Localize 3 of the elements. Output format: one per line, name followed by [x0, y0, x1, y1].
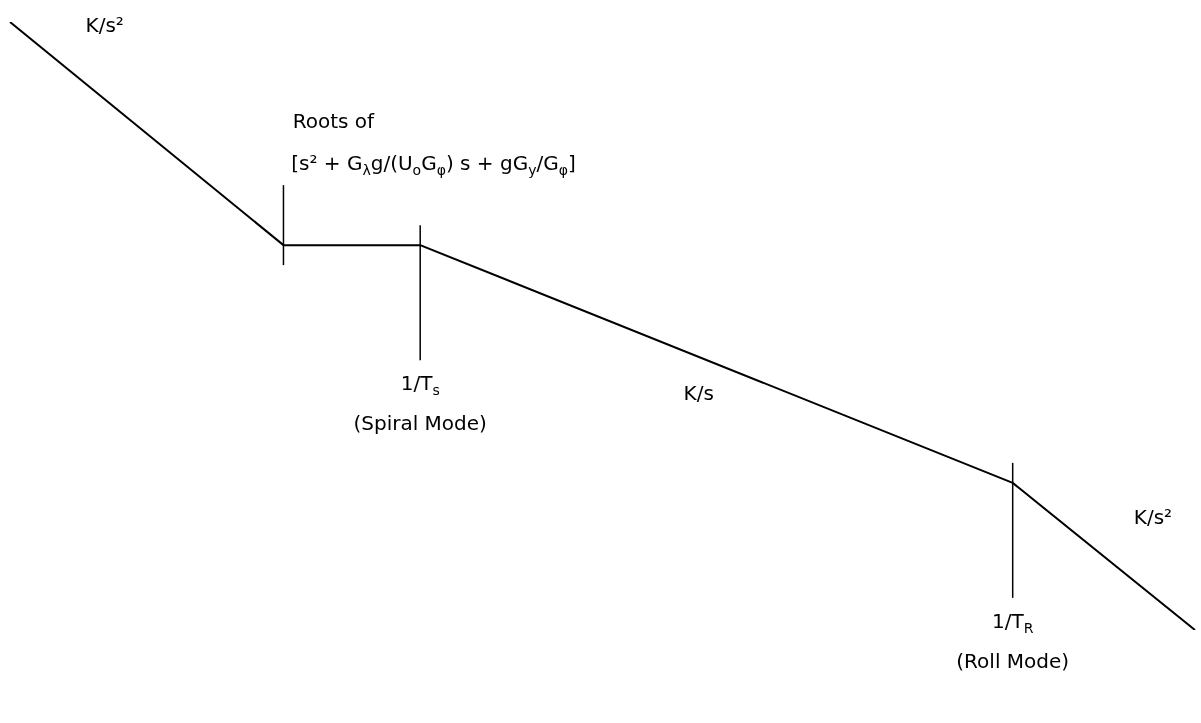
annotation: K/s — [683, 381, 714, 406]
annotation: K/s² — [85, 12, 124, 37]
annotation: K/s² — [1133, 504, 1173, 529]
